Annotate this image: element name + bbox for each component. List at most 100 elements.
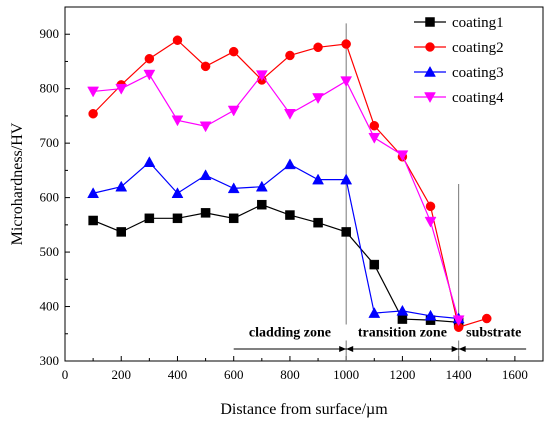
data-point: [200, 208, 211, 218]
zone-label-bg: [342, 324, 463, 341]
legend-marker: [425, 17, 435, 27]
zone-arrowhead: [451, 346, 459, 353]
y-tick-label: 500: [40, 244, 60, 259]
y-tick-label: 700: [40, 135, 60, 150]
legend-entry-coating1: coating1: [414, 15, 504, 31]
data-point: [116, 227, 126, 237]
series-coating3: [87, 156, 465, 324]
zone-label: substrate: [466, 325, 521, 340]
data-point: [115, 83, 128, 95]
data-point: [341, 39, 351, 49]
y-tick-label: 800: [40, 81, 60, 96]
data-point: [255, 70, 268, 82]
series-coating1: [88, 199, 464, 328]
data-point: [227, 182, 240, 194]
data-point: [88, 108, 98, 119]
legend-marker: [425, 42, 435, 52]
x-axis-title: Distance from surface/µm: [220, 401, 388, 418]
data-point: [368, 132, 381, 144]
data-point: [171, 187, 184, 199]
data-point: [452, 315, 465, 327]
legend-entry-coating4: coating4: [414, 90, 504, 106]
data-point: [171, 115, 184, 127]
x-tick-label: 200: [111, 367, 131, 382]
legend-label: coating3: [452, 65, 504, 81]
data-point: [424, 216, 437, 228]
data-point: [285, 210, 295, 220]
data-point: [144, 213, 155, 224]
data-point: [199, 121, 212, 133]
x-tick-label: 1600: [502, 367, 528, 382]
data-point: [341, 227, 351, 237]
legend-label: coating4: [452, 90, 504, 106]
x-tick-label: 600: [224, 367, 244, 382]
x-tick-label: 1200: [389, 367, 415, 382]
series-coating2: [88, 35, 492, 332]
data-point: [255, 180, 268, 192]
data-point: [199, 169, 212, 181]
series-line: [92, 161, 459, 320]
data-point: [313, 217, 323, 228]
data-point: [312, 93, 324, 104]
zone-label: transition zone: [358, 325, 447, 340]
y-tick-label: 900: [40, 26, 60, 41]
data-point: [143, 156, 156, 167]
data-point: [200, 61, 211, 72]
data-point: [340, 76, 353, 88]
data-point: [143, 69, 156, 81]
data-point: [482, 313, 492, 324]
data-point: [424, 309, 437, 321]
data-point: [284, 108, 296, 120]
y-tick-label: 400: [40, 299, 60, 314]
data-point: [87, 86, 100, 98]
data-point: [312, 173, 324, 185]
data-point: [257, 199, 267, 210]
x-tick-label: 1000: [333, 367, 359, 382]
data-point: [172, 35, 183, 45]
zone-label-bg: [456, 324, 531, 341]
legend-entry-coating2: coating2: [414, 40, 504, 56]
data-point: [396, 304, 409, 316]
data-point: [228, 46, 239, 57]
zone-label-bg: [237, 324, 343, 341]
zone-arrowhead: [458, 346, 466, 353]
data-point: [285, 50, 295, 61]
legend-marker: [424, 65, 436, 77]
series-coating4: [87, 69, 465, 327]
plot-frame: [64, 6, 544, 362]
data-point: [87, 187, 100, 199]
zone-arrowhead: [346, 346, 354, 353]
x-tick-label: 1400: [446, 367, 472, 382]
data-point: [396, 150, 409, 162]
data-point: [425, 201, 436, 212]
data-point: [313, 42, 323, 53]
data-point: [369, 120, 380, 131]
zone-label: cladding zone: [249, 325, 331, 340]
y-tick-label: 600: [40, 190, 60, 205]
data-point: [340, 173, 353, 185]
series-line: [92, 39, 487, 328]
data-point: [144, 53, 155, 64]
legend-marker: [424, 92, 436, 104]
data-point: [397, 314, 408, 324]
data-point: [88, 215, 98, 226]
x-tick-label: 800: [280, 367, 300, 382]
data-point: [172, 213, 183, 224]
series-line: [93, 73, 460, 321]
legend-entry-coating3: coating3: [414, 65, 504, 81]
data-point: [368, 307, 381, 318]
y-axis-ticks: 300 400 500 600 700 800 900: [40, 6, 70, 368]
x-axis-ticks: 0 200 400 600 800 1000 1200 1400 1600: [62, 356, 528, 382]
data-point: [228, 213, 239, 224]
legend-label: coating2: [452, 40, 504, 56]
data-point: [115, 180, 128, 192]
legend: coating1 coating2 coating3 coating4: [414, 15, 504, 106]
data-series: [87, 35, 492, 332]
zone-annotations: cladding zone transition zone substrate: [233, 23, 531, 361]
y-axis-title: Microhardness/HV: [9, 122, 26, 245]
data-point: [227, 105, 240, 117]
zone-arrowhead: [339, 346, 347, 353]
x-tick-label: 0: [62, 367, 69, 382]
data-point: [284, 158, 296, 170]
